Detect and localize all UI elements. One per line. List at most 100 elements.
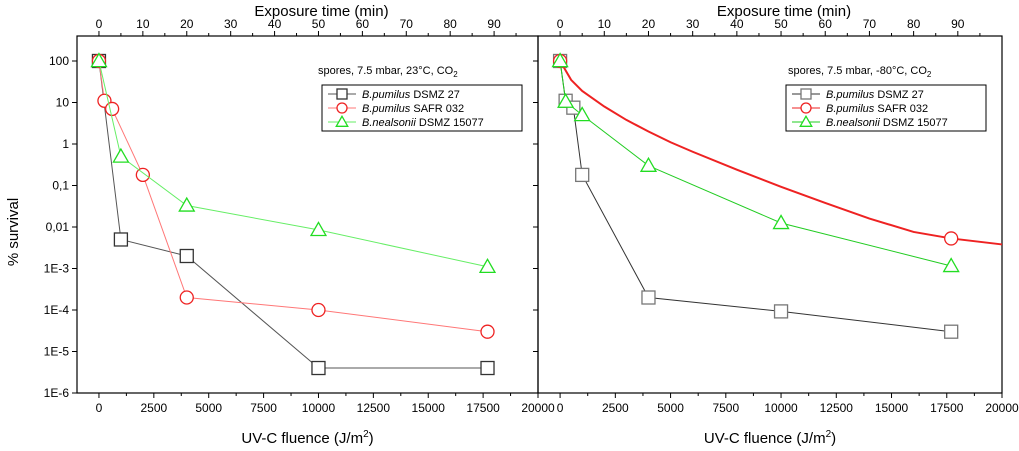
x-tick-label: 5000 xyxy=(657,401,684,415)
data-point-triangle xyxy=(942,257,960,273)
legend-species: B.pumilus xyxy=(826,89,875,101)
data-point-square xyxy=(336,88,348,100)
y-tick-label: 1E-4 xyxy=(44,303,70,317)
x2-tick-label: 90 xyxy=(951,17,965,31)
data-point-square xyxy=(575,167,590,183)
y-tick-label: 100 xyxy=(49,54,69,68)
x2-tick-label: 50 xyxy=(312,17,326,31)
x2-tick-label: 20 xyxy=(180,17,194,31)
x2-tick-label: 60 xyxy=(356,17,370,31)
x-tick-label: 0 xyxy=(557,401,564,415)
y-tick-label: 1 xyxy=(62,137,69,151)
x-axis-title-text: UV-C fluence (J/m xyxy=(241,430,363,447)
data-point-circle xyxy=(800,102,812,114)
legend-species: B.nealsonii xyxy=(826,117,880,129)
data-point-circle xyxy=(480,324,495,339)
x2-tick-label: 40 xyxy=(730,17,744,31)
x-tick-label: 17500 xyxy=(930,401,964,415)
x2-tick-label: 0 xyxy=(96,17,103,31)
legend-entry: B.pumilus DSMZ 27 xyxy=(826,89,924,101)
data-point-triangle xyxy=(309,221,328,237)
data-point-circle xyxy=(311,302,326,318)
x-tick-label: 2500 xyxy=(140,401,167,415)
x-tick-label: 5000 xyxy=(195,401,222,415)
x2-tick-label: 0 xyxy=(557,17,564,31)
condition-text: spores, 7.5 mbar, -80°C, CO xyxy=(788,65,927,77)
x2-tick-label: 80 xyxy=(444,17,458,31)
x-axis-title-text: UV-C fluence (J/m xyxy=(704,430,826,447)
x2-tick-label: 40 xyxy=(268,17,282,31)
data-point-circle xyxy=(135,167,151,183)
x-axis-title: UV-C fluence (J/m2) xyxy=(704,429,836,447)
x-tick-label: 12500 xyxy=(820,401,854,415)
x-tick-label: 12500 xyxy=(357,401,391,415)
condition-label: spores, 7.5 mbar, 23°C, CO2 xyxy=(318,65,458,79)
data-point-triangle xyxy=(772,214,790,230)
y-tick-label: 1E-5 xyxy=(44,344,70,358)
x-tick-label: 10000 xyxy=(302,401,336,415)
data-point-triangle xyxy=(551,52,569,68)
legend-species: B.nealsonii xyxy=(362,117,416,129)
data-point-square xyxy=(773,304,789,319)
x2-tick-label: 50 xyxy=(774,17,788,31)
x-axis-title: UV-C fluence (J/m2) xyxy=(241,429,373,447)
x2-tick-label: 80 xyxy=(907,17,921,31)
x-tick-label: 7500 xyxy=(250,401,277,415)
x2-axis-title: Exposure time (min) xyxy=(254,3,388,20)
legend: B.pumilus DSMZ 27B.pumilus SAFR 032B.nea… xyxy=(321,84,523,132)
x-tick-label: 2500 xyxy=(602,401,629,415)
x2-axis-title: Exposure time (min) xyxy=(717,3,851,20)
condition-text: spores, 7.5 mbar, 23°C, CO xyxy=(318,65,454,77)
data-point-triangle xyxy=(639,156,658,172)
series-triangle xyxy=(90,52,497,274)
y-axis-title: % survival xyxy=(5,198,22,266)
data-point-square xyxy=(944,324,959,339)
data-point-square xyxy=(480,360,495,376)
data-point-triangle xyxy=(178,196,196,212)
x2-tick-label: 10 xyxy=(598,17,612,31)
data-point-square xyxy=(113,232,129,247)
x2-tick-label: 70 xyxy=(400,17,414,31)
x2-tick-label: 90 xyxy=(487,17,501,31)
x-tick-label: 17500 xyxy=(466,401,500,415)
data-point-square xyxy=(800,88,812,100)
plot-frame xyxy=(537,35,1003,394)
data-point-circle xyxy=(944,231,959,246)
data-point-circle xyxy=(336,102,348,114)
y-tick-label: 10 xyxy=(56,95,70,109)
y-tick-label: 1E-3 xyxy=(44,261,70,275)
legend-strain: DSMZ 15077 xyxy=(880,117,948,129)
left-panel: 0 2500 5000 7500 10000 12500 15000 17500 20000 0 1… xyxy=(44,3,555,447)
data-point-triangle xyxy=(335,114,349,127)
x2-tick-label: 60 xyxy=(819,17,833,31)
series-square xyxy=(91,53,495,376)
condition-subscript: 2 xyxy=(453,70,458,79)
x2-tick-label: 30 xyxy=(686,17,700,31)
legend: B.pumilus DSMZ 27B.pumilus SAFR 032B.nea… xyxy=(785,84,987,132)
data-point-square xyxy=(179,248,194,264)
x-axis-title-close: ) xyxy=(369,430,374,447)
legend-species: B.pumilus xyxy=(362,89,411,101)
legend-strain: DSMZ 27 xyxy=(874,89,924,101)
data-point-circle xyxy=(104,101,120,117)
y-tick-label: 1E-6 xyxy=(44,386,70,400)
x2-tick-label: 10 xyxy=(136,17,150,31)
legend-species: B.pumilus xyxy=(362,103,411,115)
legend-species: B.pumilus xyxy=(826,103,875,115)
condition-label: spores, 7.5 mbar, -80°C, CO2 xyxy=(788,65,932,79)
legend-entry: B.nealsonii DSMZ 15077 xyxy=(826,117,948,129)
x-tick-label: 20000 xyxy=(985,401,1019,415)
x-tick-label: 0 xyxy=(96,401,103,415)
data-point-triangle xyxy=(799,114,813,127)
series-circle xyxy=(91,53,495,339)
x2-tick-label: 30 xyxy=(224,17,238,31)
x-axis-title-sup: 2 xyxy=(363,429,369,440)
series-circle xyxy=(552,53,1003,246)
data-point-triangle xyxy=(112,147,130,163)
data-point-triangle xyxy=(573,106,591,122)
condition-subscript: 2 xyxy=(927,70,932,79)
x-tick-label: 10000 xyxy=(764,401,798,415)
x2-tick-label: 20 xyxy=(642,17,656,31)
data-point-triangle xyxy=(478,257,497,274)
